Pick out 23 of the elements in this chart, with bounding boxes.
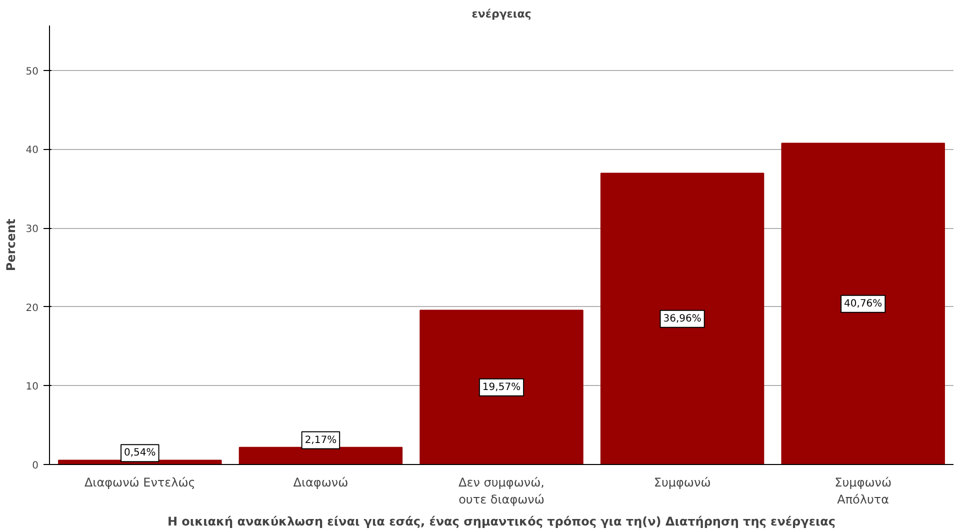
bar [600, 172, 764, 464]
y-tick-label: 30 [26, 224, 39, 236]
y-tick-label: 0 [32, 460, 39, 472]
data-label: 40,76% [844, 298, 882, 310]
data-label: 19,57% [482, 382, 521, 393]
data-label: 2,17% [304, 434, 337, 446]
y-axis-title: Percent [4, 218, 18, 272]
y-tick-label: 20 [26, 302, 39, 314]
x-tick-label: Διαφωνώ [293, 476, 348, 490]
x-tick-label: Διαφωνώ Εντελώς [84, 476, 196, 490]
x-tick-label: Δεν συμφωνώ, ουτε διαφωνώ [458, 476, 544, 506]
y-tick-label: 50 [26, 66, 39, 78]
data-label: 0,54% [124, 448, 156, 459]
bar [420, 310, 584, 464]
y-tick-label: 40 [26, 145, 39, 156]
chart-title: ενέργειας [472, 8, 532, 20]
data-label: 36,96% [663, 313, 702, 324]
bar [238, 446, 403, 464]
x-axis-title: Η οικιακή ανακύκλωση είναι για εσάς, ένας σημαντικός τρόπος για τη(ν) Διατήρηση της ενέργειας [167, 514, 836, 528]
bar [781, 142, 945, 464]
x-tick-label: Συμφωνώ Απόλυτα [834, 476, 892, 506]
y-tick-label: 10 [26, 382, 39, 393]
x-tick-label: Συμφωνώ [654, 476, 711, 490]
